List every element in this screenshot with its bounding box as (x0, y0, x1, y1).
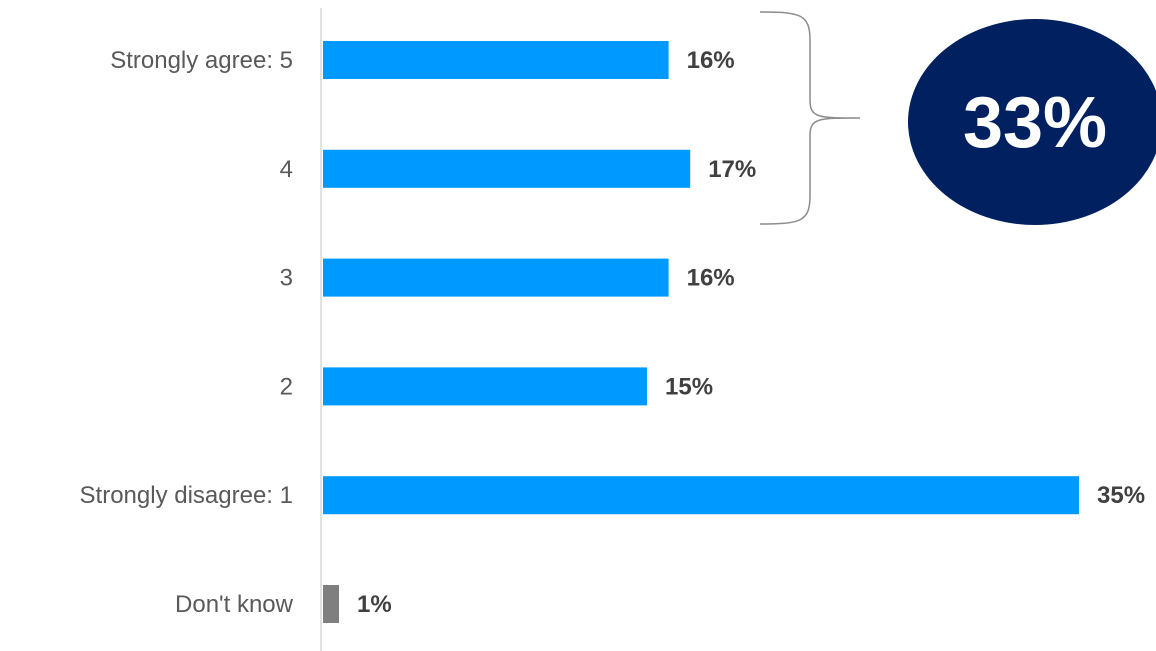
category-label-1: 4 (280, 156, 293, 183)
bar-2 (323, 258, 669, 297)
category-label-2: 3 (280, 265, 293, 292)
value-label-0: 16% (687, 47, 735, 74)
value-label-3: 15% (665, 373, 713, 400)
category-label-4: Strongly disagree: 1 (80, 482, 293, 509)
category-label-5: Don't know (175, 591, 294, 618)
category-label-3: 2 (280, 373, 293, 400)
bar-4 (323, 476, 1079, 515)
value-label-1: 17% (708, 156, 756, 183)
value-label-4: 35% (1097, 482, 1145, 509)
callout-ellipse (908, 19, 1156, 225)
value-label-5: 1% (357, 591, 392, 618)
callout-value: 33% (963, 83, 1107, 163)
value-label-2: 16% (687, 265, 735, 292)
grouping-bracket (759, 11, 861, 225)
bar-3 (323, 367, 647, 406)
bar-1 (323, 149, 691, 188)
category-label-0: Strongly agree: 5 (110, 47, 293, 74)
bar-5 (323, 585, 339, 623)
bar-0 (323, 41, 669, 79)
